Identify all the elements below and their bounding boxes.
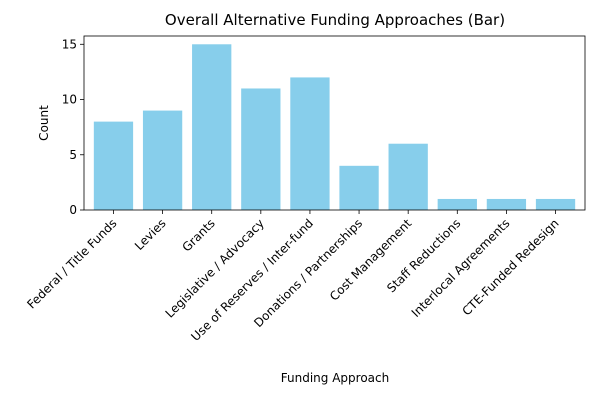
y-tick-label: 5 bbox=[69, 148, 77, 162]
bar bbox=[486, 198, 527, 210]
x-tick-label: Federal / Title Funds bbox=[24, 216, 119, 311]
bar bbox=[93, 121, 134, 210]
x-tick-label: Grants bbox=[180, 216, 218, 254]
bar bbox=[241, 88, 281, 210]
x-axis-ticks: Federal / Title Funds Levies GrantsLegisla… bbox=[24, 210, 562, 344]
plot-frame bbox=[83, 35, 586, 211]
y-tick-label: 15 bbox=[62, 37, 77, 51]
bar bbox=[192, 44, 232, 211]
x-tick-label: Cost Management bbox=[327, 216, 415, 304]
y-axis-label: Count bbox=[37, 105, 51, 141]
x-tick-label: Legislative / Advocacy bbox=[163, 216, 267, 320]
x-tick-label: Interlocal Agreements bbox=[409, 216, 513, 320]
y-tick-label: 10 bbox=[62, 93, 77, 107]
bar bbox=[437, 198, 477, 210]
y-axis-ticks: 0 5 10 15 bbox=[62, 37, 84, 217]
y-tick-label: 0 bbox=[69, 203, 77, 217]
bar bbox=[290, 77, 330, 210]
bar bbox=[339, 165, 379, 210]
chart-title: Overall Alternative Funding Approaches (… bbox=[165, 11, 505, 29]
x-tick-label: CTE-Funded Redesign bbox=[459, 216, 561, 318]
x-tick-label: Levies bbox=[132, 216, 169, 253]
bars-group bbox=[93, 44, 576, 211]
bar bbox=[142, 110, 183, 210]
bar bbox=[535, 198, 576, 210]
bar bbox=[388, 143, 428, 210]
x-axis-label: Funding Approach bbox=[281, 371, 389, 385]
